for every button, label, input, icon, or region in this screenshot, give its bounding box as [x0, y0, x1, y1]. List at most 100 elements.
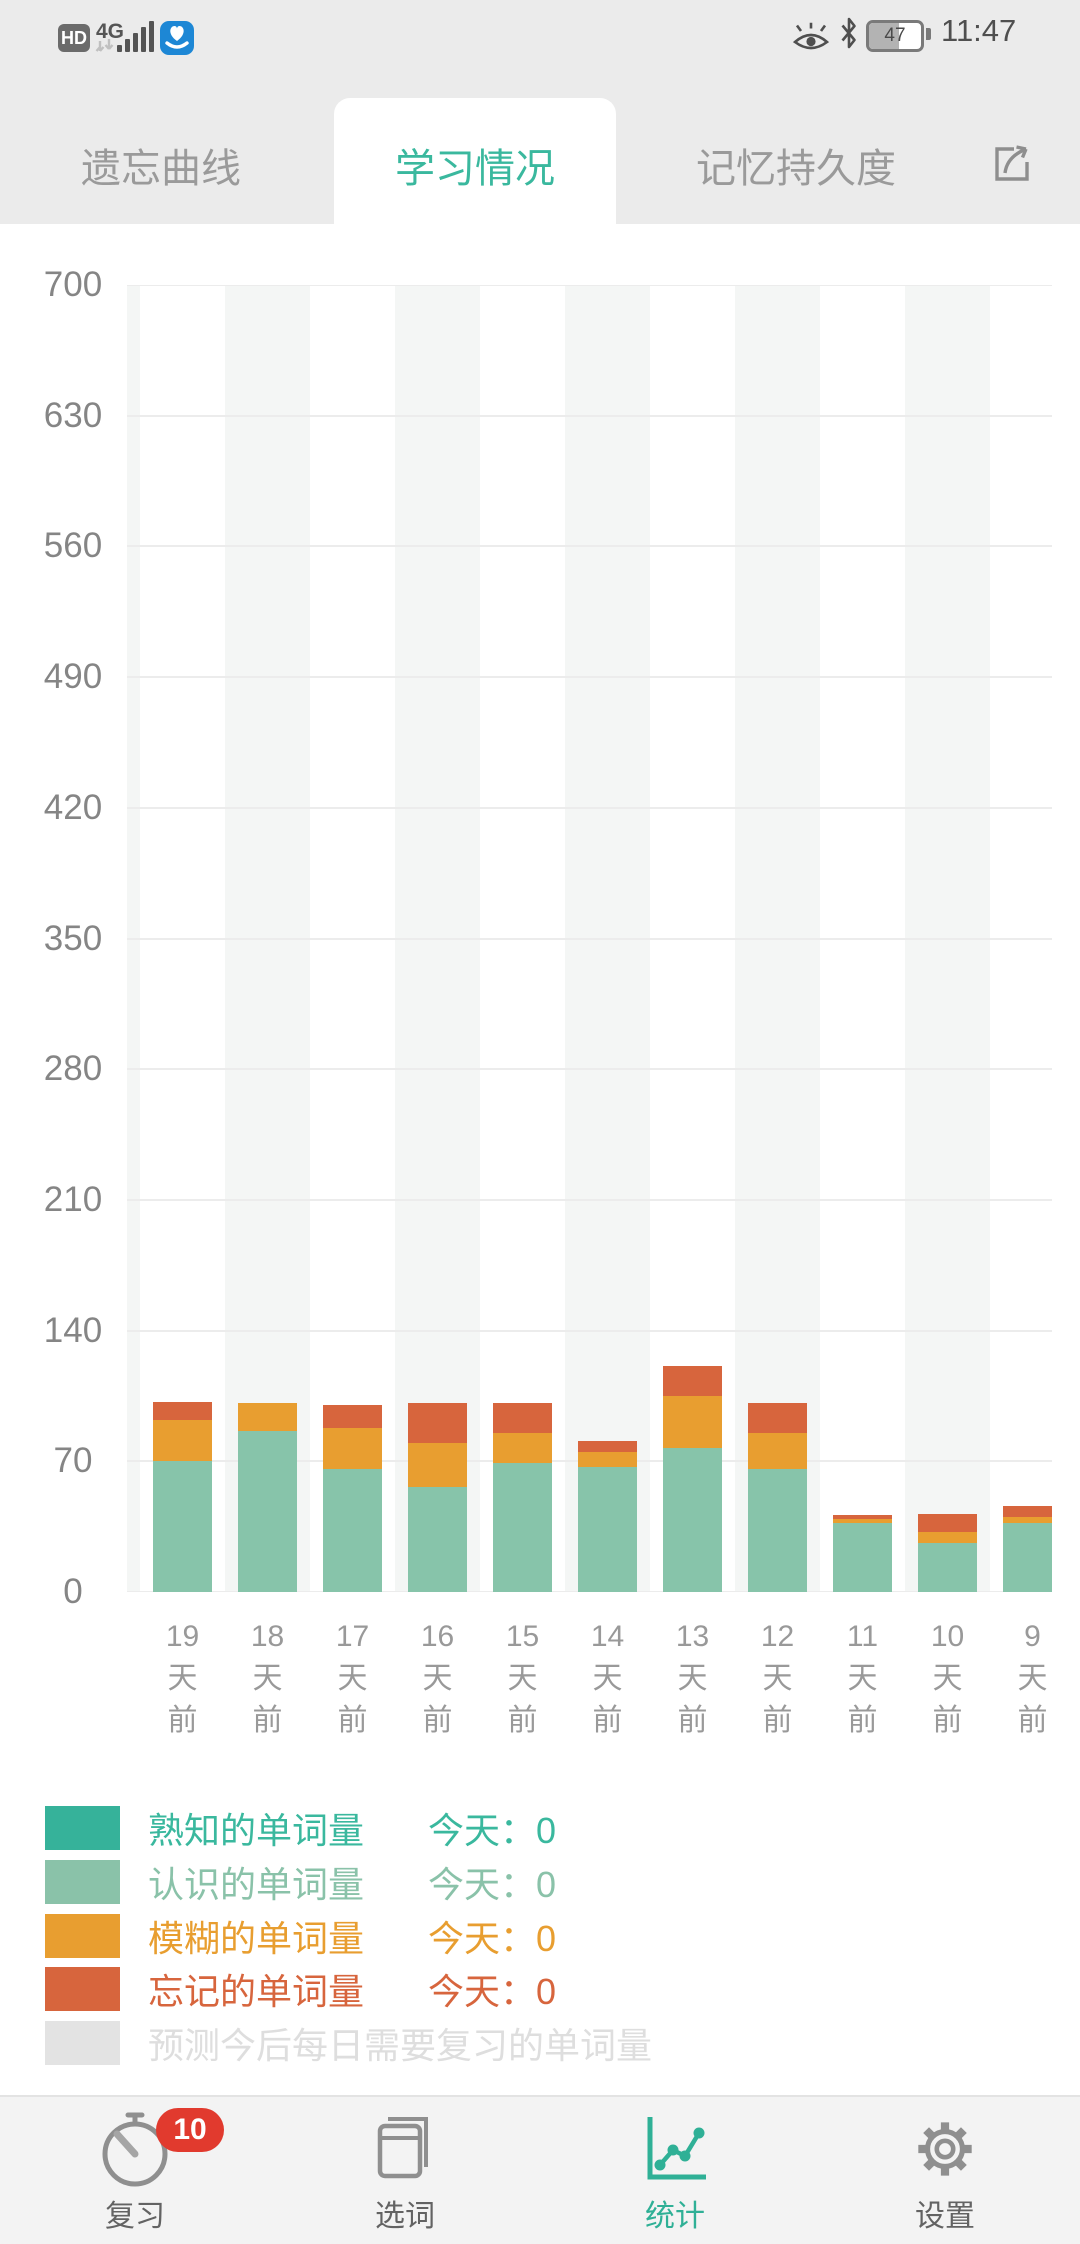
bar-segment — [918, 1543, 977, 1592]
bar-segment — [748, 1468, 807, 1592]
bar-segment — [578, 1466, 637, 1592]
hd-badge: HD — [58, 24, 90, 52]
eye-comfort-icon — [792, 22, 830, 50]
x-axis-label: 18 天前 — [250, 1620, 285, 1737]
bar-segment — [663, 1366, 722, 1396]
legend-row-recognized: 认识的单词量 今天：0 — [0, 1860, 1080, 1905]
bar-segment — [578, 1451, 637, 1467]
legend-label: 模糊的单词量 — [148, 1918, 365, 1959]
legend-label: 认识的单词量 — [148, 1864, 365, 1905]
bar-segment — [238, 1403, 297, 1432]
y-tick-label: 0 — [63, 1572, 83, 1611]
active-tab-card — [334, 98, 616, 224]
y-tick-label: 700 — [43, 265, 103, 304]
nav-item-review[interactable]: 复习 10 — [0, 2097, 270, 2244]
legend-swatch — [45, 2021, 120, 2065]
stats-chart-icon — [647, 2117, 706, 2180]
tab-forgetting-curve[interactable]: 遗忘曲线 — [81, 147, 241, 191]
legend-label: 忘记的单词量 — [148, 1971, 365, 2012]
gridline — [127, 1198, 1052, 1201]
share-icon[interactable] — [988, 140, 1036, 188]
battery-icon: 47 — [866, 20, 924, 52]
bar-segment — [153, 1401, 212, 1421]
bar-segment — [578, 1440, 637, 1452]
bar-segment — [153, 1461, 212, 1592]
gridline — [127, 414, 1052, 417]
gridline — [127, 545, 1052, 548]
legend-swatch — [45, 1967, 120, 2011]
legend-row-known: 熟知的单词量 今天：0 — [0, 1806, 1080, 1851]
legend-today-value: 今天：0 — [428, 1918, 557, 1959]
y-tick-label: 630 — [43, 395, 103, 435]
review-badge: 10 — [156, 2108, 224, 2152]
bar-segment — [238, 1431, 297, 1592]
x-axis-label: 17 天前 — [335, 1620, 370, 1737]
battery-fill — [869, 23, 900, 49]
bar-segment — [1003, 1517, 1052, 1523]
bar-segment — [408, 1403, 467, 1443]
nav-label: 选词 — [375, 2200, 435, 2233]
x-axis-label: 12 天前 — [760, 1620, 795, 1737]
nav-item-settings[interactable]: 设置 — [810, 2097, 1080, 2244]
y-tick-label: 70 — [53, 1441, 93, 1481]
nav-label: 设置 — [915, 2200, 975, 2233]
bar-segment — [1003, 1522, 1052, 1592]
bar-segment — [323, 1468, 382, 1592]
battery-nub — [926, 28, 931, 40]
data-arrows-icon — [95, 39, 114, 52]
tab-study-status[interactable]: 学习情况 — [395, 147, 555, 191]
legend-swatch — [45, 1860, 120, 1904]
y-tick-label: 210 — [43, 1179, 103, 1219]
bar-segment — [833, 1519, 892, 1523]
legend-row-predicted: 预测今后每日需要复习的单词量 — [0, 2021, 1080, 2066]
battery-level: 47 — [884, 25, 906, 46]
legend-label: 熟知的单词量 — [148, 1810, 365, 1851]
nav-item-statistics[interactable]: 统计 — [540, 2097, 810, 2244]
tab-memory-persistence[interactable]: 记忆持久度 — [696, 147, 896, 191]
legend-today-value: 今天：0 — [428, 1971, 557, 2012]
gridline — [127, 1068, 1052, 1071]
app-icon — [160, 21, 194, 55]
nav-item-word-select[interactable]: 选词 — [270, 2097, 540, 2244]
x-axis-label: 19 天前 — [165, 1620, 200, 1737]
gridline — [127, 285, 1052, 286]
signal-bars-icon — [117, 20, 157, 52]
bar-segment — [748, 1403, 807, 1434]
legend-row-forgotten: 忘记的单词量 今天：0 — [0, 1967, 1080, 2012]
bar-segment — [748, 1433, 807, 1469]
legend-swatch — [45, 1806, 120, 1850]
bar-segment — [408, 1442, 467, 1488]
bar-segment — [918, 1513, 977, 1533]
x-axis-label: 10 天前 — [930, 1620, 965, 1737]
y-tick-label: 350 — [43, 918, 103, 958]
legend-label: 预测今后每日需要复习的单词量 — [148, 2025, 653, 2066]
book-icon — [377, 2117, 428, 2179]
nav-label: 复习 — [105, 2200, 165, 2233]
bar-segment — [323, 1427, 382, 1469]
bar-segment — [833, 1522, 892, 1592]
x-axis-label: 14 天前 — [590, 1620, 625, 1737]
bottom-nav: 复习 10 选词 统计 — [0, 2095, 1080, 2244]
gridline — [127, 676, 1052, 679]
gridline — [127, 806, 1052, 809]
x-axis-label: 15 天前 — [505, 1620, 540, 1737]
bar-segment — [918, 1532, 977, 1544]
bar-segment — [493, 1433, 552, 1464]
legend-row-vague: 模糊的单词量 今天：0 — [0, 1914, 1080, 1959]
bluetooth-icon — [841, 17, 856, 49]
legend-today-value: 今天：0 — [428, 1810, 557, 1851]
legend-swatch — [45, 1914, 120, 1958]
bar-segment — [153, 1420, 212, 1462]
gridline — [127, 937, 1052, 940]
gridline — [127, 1329, 1052, 1332]
bar-segment — [323, 1405, 382, 1428]
x-axis-label: 13 天前 — [675, 1620, 710, 1737]
bar-segment — [1003, 1506, 1052, 1518]
bar-segment — [408, 1487, 467, 1592]
bar-segment — [663, 1448, 722, 1592]
gear-icon — [918, 2122, 972, 2176]
plot-area — [127, 285, 1052, 1592]
status-bar: HD 4G — [0, 0, 1080, 60]
